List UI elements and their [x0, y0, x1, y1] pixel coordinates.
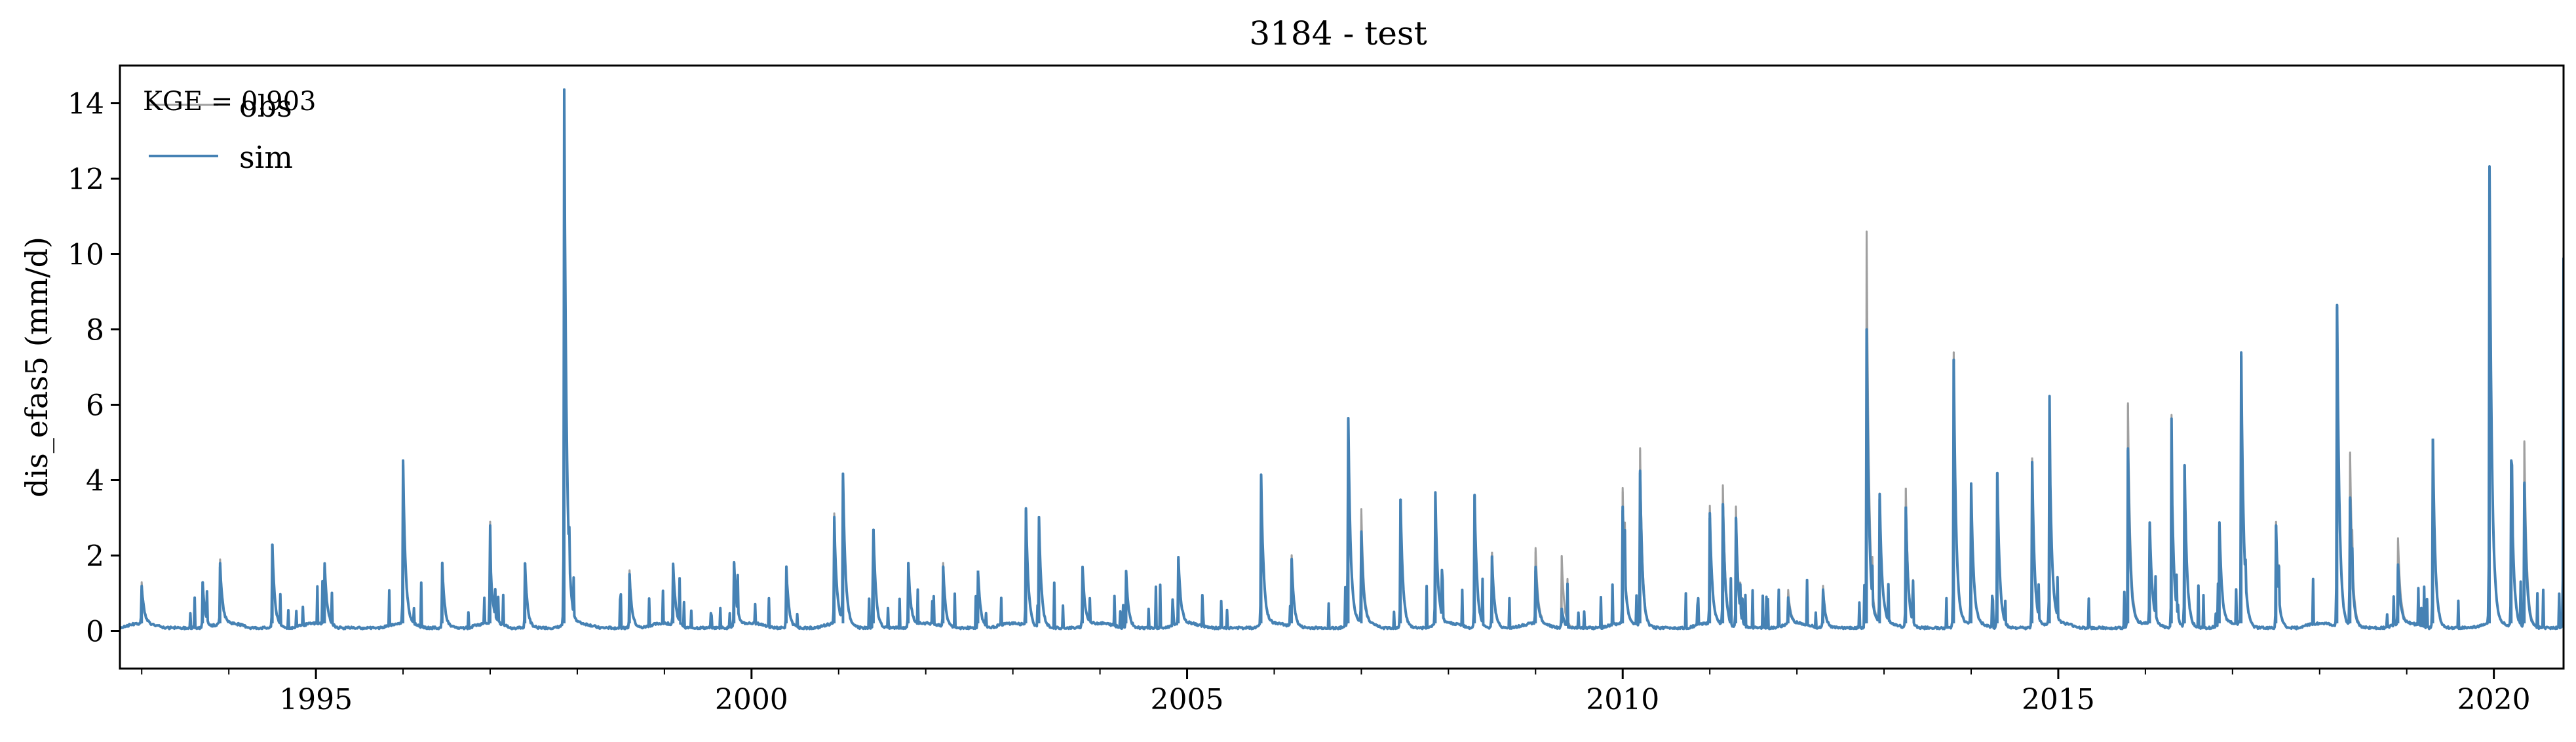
x-tick-label: 2020: [2457, 683, 2531, 716]
x-tick-label: 2000: [715, 683, 788, 716]
x-axis: 1995 2000 2005 2010 2015 2020: [141, 669, 2531, 716]
chart-title: 3184 - test: [1249, 14, 1427, 52]
y-tick-label: 12: [67, 163, 104, 197]
y-tick-label: 14: [67, 88, 104, 121]
plot-area: [120, 88, 2564, 631]
y-tick-label: 8: [86, 314, 104, 347]
x-tick-label: 2010: [1586, 683, 1659, 716]
series-line-obs: [120, 88, 2564, 631]
plot-frame: [119, 64, 2565, 670]
kge-annotation: KGE = 0.903: [143, 87, 317, 117]
legend-sim-label: sim: [239, 140, 293, 175]
y-tick-label: 0: [86, 615, 104, 649]
y-tick-label: 4: [86, 465, 104, 498]
series-line-sim: [120, 88, 2564, 631]
x-tick-label: 1995: [279, 683, 353, 716]
legend-obs-label: obs: [239, 88, 292, 124]
y-axis: 0 2 4 6 8 10 12 14: [67, 88, 120, 649]
y-tick-label: 6: [86, 389, 104, 423]
legend: obs sim: [149, 88, 293, 175]
y-tick-label: 2: [86, 540, 104, 574]
x-tick-label: 2005: [1151, 683, 1224, 716]
x-tick-label: 2015: [2022, 683, 2095, 716]
y-tick-label: 10: [67, 239, 104, 272]
y-axis-label: dis_efas5 (mm/d): [19, 237, 54, 498]
